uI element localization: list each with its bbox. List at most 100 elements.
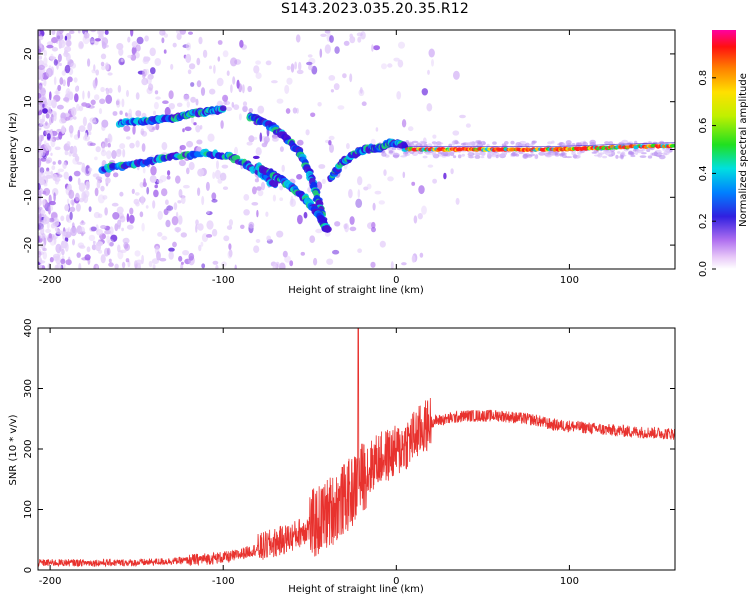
y-tick-label: 200 bbox=[23, 439, 34, 458]
noise-point bbox=[186, 101, 190, 108]
noise-point bbox=[196, 146, 202, 152]
noise-point bbox=[58, 62, 62, 67]
noise-point bbox=[41, 265, 46, 269]
noise-point bbox=[96, 229, 104, 236]
noise-point bbox=[64, 204, 70, 212]
halo-point bbox=[515, 153, 520, 157]
noise-point bbox=[179, 144, 186, 151]
noise-point bbox=[38, 250, 42, 258]
noise-point bbox=[45, 113, 50, 119]
noise-point bbox=[195, 98, 199, 106]
noise-point bbox=[357, 189, 361, 198]
noise-point bbox=[255, 239, 261, 243]
noise-point bbox=[188, 63, 196, 70]
noise-point bbox=[101, 42, 107, 49]
noise-point bbox=[308, 64, 313, 71]
y-tick-label: 400 bbox=[23, 318, 34, 337]
x-tick-label: 100 bbox=[560, 576, 579, 587]
noise-point bbox=[180, 232, 187, 238]
noise-point bbox=[54, 90, 61, 95]
noise-point bbox=[107, 72, 113, 76]
noise-point bbox=[206, 220, 214, 230]
noise-point bbox=[248, 135, 255, 143]
halo-point bbox=[663, 150, 670, 156]
noise-point bbox=[92, 240, 96, 245]
noise-point bbox=[207, 133, 215, 142]
noise-point bbox=[39, 213, 42, 223]
spectrogram-x-ticks: -200 -100 0 100 bbox=[39, 30, 579, 286]
noise-point bbox=[53, 59, 58, 66]
noise-point bbox=[45, 121, 48, 126]
noise-point bbox=[303, 211, 308, 219]
noise-point bbox=[140, 128, 145, 136]
noise-point bbox=[58, 39, 66, 49]
noise-point bbox=[107, 134, 113, 144]
halo-point bbox=[519, 140, 527, 144]
halo-point bbox=[460, 142, 466, 146]
noise-point bbox=[38, 84, 43, 91]
noise-point bbox=[397, 59, 404, 68]
noise-point bbox=[98, 238, 101, 243]
noise-point bbox=[64, 64, 71, 74]
noise-point bbox=[134, 192, 140, 196]
noise-point bbox=[58, 30, 64, 35]
noise-point bbox=[173, 202, 178, 211]
noise-point bbox=[135, 44, 141, 52]
noise-point bbox=[234, 264, 237, 269]
halo-point bbox=[432, 141, 436, 145]
noise-point bbox=[56, 104, 64, 110]
noise-point bbox=[198, 244, 202, 252]
noise-point bbox=[222, 186, 229, 190]
noise-point bbox=[123, 125, 131, 132]
noise-point bbox=[190, 82, 195, 87]
noise-point bbox=[378, 200, 385, 205]
noise-point bbox=[94, 38, 101, 42]
noise-point bbox=[188, 31, 193, 35]
noise-point bbox=[91, 120, 97, 125]
noise-point bbox=[42, 247, 47, 252]
noise-point bbox=[59, 118, 66, 124]
noise-point bbox=[337, 105, 345, 110]
noise-point bbox=[375, 127, 379, 132]
noise-point bbox=[161, 30, 165, 34]
noise-point bbox=[38, 48, 42, 54]
noise-point bbox=[257, 189, 264, 197]
noise-point bbox=[154, 184, 158, 189]
noise-point bbox=[76, 252, 81, 258]
noise-point bbox=[95, 146, 101, 153]
noise-point bbox=[38, 71, 44, 80]
noise-point bbox=[324, 231, 331, 237]
noise-point bbox=[68, 189, 75, 199]
noise-point bbox=[102, 195, 108, 200]
noise-point bbox=[81, 191, 87, 201]
noise-point bbox=[55, 243, 62, 254]
noise-point bbox=[141, 77, 149, 86]
snr-panel: -200 -100 0 100 0 100 200 300 400 Height of str… bbox=[8, 318, 676, 595]
noise-point bbox=[92, 173, 100, 178]
noise-point bbox=[361, 101, 367, 106]
noise-point bbox=[127, 54, 133, 59]
halo-point bbox=[411, 140, 419, 144]
noise-point bbox=[43, 216, 50, 225]
noise-point bbox=[68, 175, 73, 182]
noise-point bbox=[56, 34, 64, 41]
noise-point bbox=[357, 176, 363, 186]
noise-point bbox=[186, 140, 194, 148]
halo-point bbox=[423, 143, 428, 147]
noise-point bbox=[152, 264, 156, 269]
noise-point bbox=[100, 53, 107, 60]
noise-point bbox=[48, 200, 56, 206]
noise-point bbox=[209, 65, 212, 70]
noise-point bbox=[247, 85, 252, 93]
noise-point bbox=[38, 157, 42, 168]
noise-point bbox=[52, 161, 56, 165]
noise-point bbox=[231, 101, 235, 108]
noise-point bbox=[49, 116, 52, 125]
noise-point bbox=[326, 258, 334, 265]
noise-point bbox=[182, 250, 190, 256]
noise-point bbox=[65, 52, 71, 62]
noise-point bbox=[161, 235, 168, 241]
noise-point bbox=[72, 157, 80, 165]
noise-point bbox=[51, 47, 59, 52]
noise-point bbox=[48, 107, 52, 114]
